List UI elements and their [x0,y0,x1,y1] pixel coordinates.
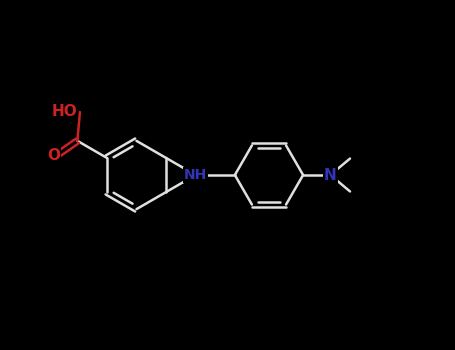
Text: O: O [47,148,60,163]
Text: N: N [189,168,202,182]
Text: NH: NH [184,168,207,182]
Text: HO: HO [52,105,78,119]
Text: N: N [324,168,337,182]
